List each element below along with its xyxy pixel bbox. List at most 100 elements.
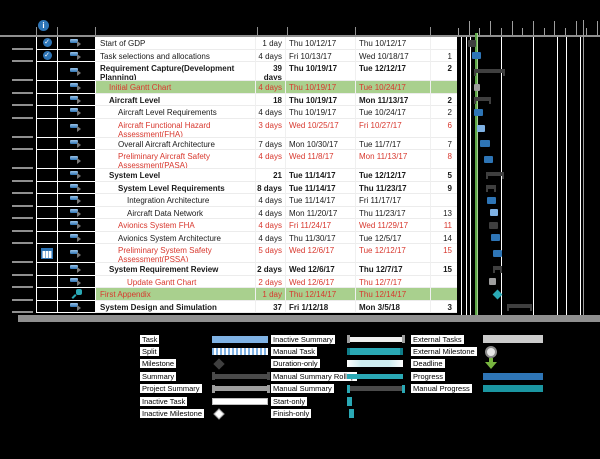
task-name-cell[interactable]: Aircraft Level <box>95 93 255 106</box>
predecessor-cell[interactable]: 14 <box>430 231 457 244</box>
duration-cell[interactable]: 4 days <box>255 219 285 232</box>
task-mode-cell[interactable] <box>57 181 95 194</box>
duration-cell[interactable]: 3 days <box>255 118 285 138</box>
duration-cell[interactable]: 21 days <box>255 169 285 182</box>
gantt-summary-bar[interactable] <box>493 266 502 274</box>
finish-date-cell[interactable]: Wed 11/29/17 <box>355 219 430 232</box>
gantt-summary-bar[interactable] <box>486 184 496 192</box>
task-name-cell[interactable]: Aircraft Level Requirements <box>95 106 255 119</box>
duration-cell[interactable]: 5 days <box>255 244 285 263</box>
gantt-task-bar[interactable] <box>468 39 476 47</box>
predecessor-cell[interactable]: 2 <box>430 62 457 81</box>
duration-cell[interactable]: 1 day <box>255 288 285 301</box>
task-name-cell[interactable]: System Level Requirements <box>95 181 255 194</box>
start-date-cell[interactable]: Tue 11/14/17 <box>285 194 355 207</box>
task-name-cell[interactable]: First Appendix <box>95 288 255 301</box>
start-date-cell[interactable]: Thu 10/19/17 <box>285 93 355 106</box>
start-date-cell[interactable]: Thu 10/19/17 <box>285 62 355 81</box>
start-date-cell[interactable]: Wed 12/6/17 <box>285 275 355 288</box>
finish-date-cell[interactable]: Tue 10/24/17 <box>355 81 430 94</box>
predecessor-cell[interactable]: 11 <box>430 219 457 232</box>
gantt-task-bar[interactable] <box>491 234 500 242</box>
start-date-cell[interactable]: Mon 11/20/17 <box>285 206 355 219</box>
task-mode-cell[interactable] <box>57 169 95 182</box>
gantt-task-bar[interactable] <box>474 83 480 91</box>
gantt-task-bar[interactable] <box>480 140 490 148</box>
task-mode-cell[interactable] <box>57 206 95 219</box>
predecessor-cell[interactable]: 6 <box>430 118 457 138</box>
task-name-cell[interactable]: Aircraft Functional Hazard Assessment(FH… <box>95 118 255 138</box>
predecessor-cell[interactable] <box>430 288 457 301</box>
predecessor-cell[interactable]: 13 <box>430 206 457 219</box>
finish-date-cell[interactable]: Thu 12/7/17 <box>355 275 430 288</box>
gantt-summary-bar[interactable] <box>474 68 505 76</box>
predecessor-cell[interactable]: 3 <box>430 300 457 313</box>
duration-cell[interactable]: 4 days <box>255 231 285 244</box>
duration-cell[interactable]: 4 days <box>255 49 285 62</box>
finish-date-cell[interactable]: Fri 11/17/17 <box>355 194 430 207</box>
gantt-task-bar[interactable] <box>489 221 498 229</box>
task-mode-cell[interactable] <box>57 150 95 169</box>
gantt-summary-bar[interactable] <box>486 172 504 180</box>
predecessor-cell[interactable]: 5 <box>430 169 457 182</box>
task-name-cell[interactable]: Aircraft Data Network <box>95 206 255 219</box>
predecessor-cell[interactable]: 8 <box>430 150 457 169</box>
task-name-cell[interactable]: Initial Gantt Chart <box>95 81 255 94</box>
duration-cell[interactable]: 4 days <box>255 106 285 119</box>
task-mode-cell[interactable] <box>57 288 95 301</box>
gantt-task-bar[interactable] <box>493 250 502 257</box>
start-date-cell[interactable]: Tue 11/14/17 <box>285 169 355 182</box>
finish-date-cell[interactable]: Tue 12/5/17 <box>355 231 430 244</box>
gantt-task-bar[interactable] <box>489 278 496 286</box>
finish-date-cell[interactable]: Tue 12/12/17 <box>355 62 430 81</box>
task-name-cell[interactable]: System Level <box>95 169 255 182</box>
task-name-cell[interactable]: Integration Architecture <box>95 194 255 207</box>
task-mode-cell[interactable] <box>57 93 95 106</box>
task-name-cell[interactable]: Avionics System Architecture <box>95 231 255 244</box>
start-date-cell[interactable]: Wed 12/6/17 <box>285 244 355 263</box>
task-mode-cell[interactable] <box>57 219 95 232</box>
predecessor-cell[interactable] <box>430 275 457 288</box>
finish-date-cell[interactable]: Mon 11/13/17 <box>355 93 430 106</box>
gantt-task-bar[interactable] <box>484 156 493 163</box>
start-date-cell[interactable]: Thu 10/12/17 <box>285 37 355 50</box>
gantt-summary-bar[interactable] <box>474 96 491 104</box>
task-mode-cell[interactable] <box>57 49 95 62</box>
task-mode-cell[interactable] <box>57 231 95 244</box>
task-name-cell[interactable]: Requirement Capture(Development Planning… <box>95 62 255 81</box>
start-date-cell[interactable]: Thu 10/19/17 <box>285 81 355 94</box>
finish-date-cell[interactable]: Thu 12/7/17 <box>355 263 430 276</box>
predecessor-cell[interactable]: 2 <box>430 93 457 106</box>
task-name-cell[interactable]: Update Gantt Chart <box>95 275 255 288</box>
task-name-cell[interactable]: Preliminary Aircraft Safety Assessment(P… <box>95 150 255 169</box>
duration-cell[interactable]: 1 day <box>255 37 285 50</box>
predecessor-cell[interactable]: 2 <box>430 106 457 119</box>
task-mode-cell[interactable] <box>57 118 95 138</box>
predecessor-cell[interactable]: 7 <box>430 137 457 150</box>
predecessor-cell[interactable] <box>430 37 457 50</box>
start-date-cell[interactable]: Thu 12/14/17 <box>285 288 355 301</box>
finish-date-cell[interactable]: Mon 11/13/17 <box>355 150 430 169</box>
task-name-cell[interactable]: Avionics System FHA <box>95 219 255 232</box>
finish-date-cell[interactable]: Thu 11/23/17 <box>355 181 430 194</box>
duration-cell[interactable]: 37 days <box>255 300 285 313</box>
finish-date-cell[interactable]: Thu 10/12/17 <box>355 37 430 50</box>
duration-cell[interactable]: 4 days <box>255 206 285 219</box>
gantt-task-bar[interactable] <box>487 196 496 204</box>
task-mode-cell[interactable] <box>57 106 95 119</box>
task-mode-cell[interactable] <box>57 244 95 263</box>
info-icon[interactable]: i <box>38 20 49 31</box>
finish-date-cell[interactable]: Tue 11/7/17 <box>355 137 430 150</box>
start-date-cell[interactable]: Thu 10/19/17 <box>285 106 355 119</box>
start-date-cell[interactable]: Wed 11/8/17 <box>285 150 355 169</box>
task-mode-cell[interactable] <box>57 275 95 288</box>
gantt-task-bar[interactable] <box>477 124 485 132</box>
task-name-cell[interactable]: Task selections and allocations <box>95 49 255 62</box>
start-date-cell[interactable]: Wed 10/25/17 <box>285 118 355 138</box>
start-date-cell[interactable]: Thu 11/30/17 <box>285 231 355 244</box>
start-date-cell[interactable]: Tue 11/14/17 <box>285 181 355 194</box>
duration-cell[interactable]: 7 days <box>255 137 285 150</box>
duration-cell[interactable]: 2 days <box>255 275 285 288</box>
finish-date-cell[interactable]: Tue 12/12/17 <box>355 244 430 263</box>
predecessor-cell[interactable]: 15 <box>430 244 457 263</box>
